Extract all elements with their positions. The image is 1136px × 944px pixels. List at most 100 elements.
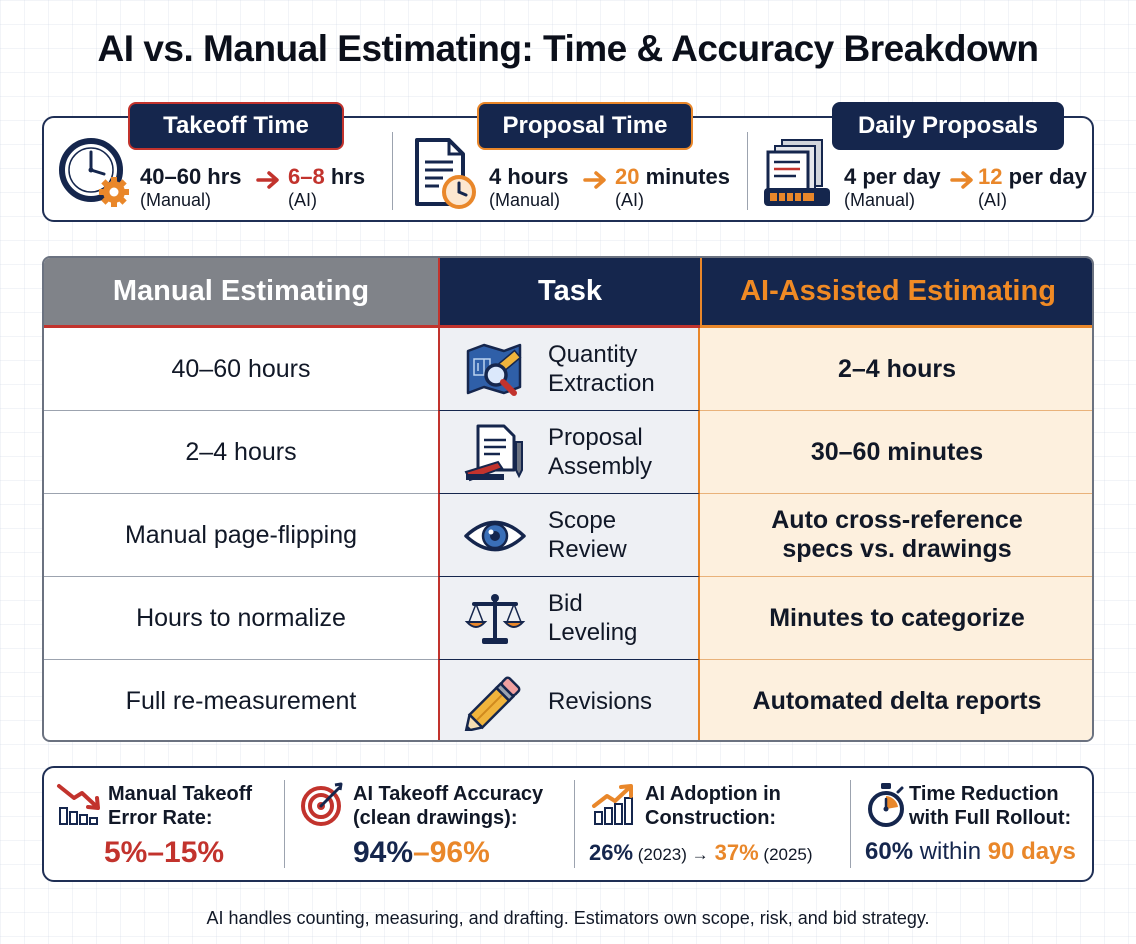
manual-cell: Full re-measurement: [125, 687, 357, 715]
blueprint-magnifier-icon: [466, 343, 522, 396]
task-label: Revisions: [548, 687, 652, 716]
task-label-line: Assembly: [548, 453, 653, 480]
manual-cell: Hours to normalize: [44, 577, 438, 660]
metric-divider: [392, 132, 393, 210]
task-cell: Proposal Assembly: [438, 411, 700, 494]
task-label-line: Leveling: [548, 619, 638, 646]
header-task: Task: [438, 258, 700, 328]
task-label-line: Review: [548, 536, 627, 563]
task-label-line: Proposal: [548, 424, 643, 451]
eye-icon: [464, 520, 526, 552]
stat-label: Time Reduction with Full Rollout:: [909, 782, 1071, 830]
metric-ai-note: (AI): [978, 190, 1007, 210]
table-header: Manual Estimating Task AI-Assisted Estim…: [44, 258, 1092, 328]
stat-value: 5%–15%: [104, 836, 225, 869]
stat-year-a: (2023): [633, 845, 692, 864]
metric-manual-value: 4 hours: [489, 164, 569, 189]
task-cell: Quantity Extraction: [438, 328, 700, 411]
arrow-right-icon: [256, 171, 279, 189]
metric-ai-number: 6–8: [288, 164, 325, 189]
metric-daily-proposals: Daily Proposals 4 per day (Manual) 12 pe…: [748, 102, 1092, 220]
ai-cell-line: Minutes to categorize: [769, 603, 1025, 632]
comparison-table: Manual Estimating Task AI-Assisted Estim…: [42, 256, 1094, 742]
metric-divider: [747, 132, 748, 210]
metric-ai-note: (AI): [288, 190, 317, 210]
stat-divider: [574, 780, 575, 868]
stat-label-line: Error Rate:: [108, 807, 213, 829]
stat-label-line: with Full Rollout:: [909, 807, 1072, 829]
metric-ai-number: 20: [615, 164, 640, 189]
stat-manual-error-rate: Manual Takeoff Error Rate: 5%–15%: [44, 768, 280, 880]
stat-ai-adoption: AI Adoption in Construction: 26% (2023) …: [575, 768, 847, 880]
metric-ai-unit: minutes: [639, 164, 730, 189]
page-title: AI vs. Manual Estimating: Time & Accurac…: [97, 28, 1039, 69]
ai-cell-line: 30–60 minutes: [810, 437, 984, 466]
stat-value-a: 60%: [865, 838, 914, 865]
stat-value-b: 37%: [714, 840, 759, 865]
stat-value: 94%–96%: [353, 836, 490, 870]
metric-ai-unit: per day: [1002, 164, 1087, 189]
metric-ai-value: 6–8 hrs: [288, 164, 365, 190]
stat-ai-accuracy: AI Takeoff Accuracy (clean drawings): 94…: [285, 768, 571, 880]
stat-year-b: (2025): [758, 845, 813, 864]
stats-panel: Manual Takeoff Error Rate: 5%–15% AI Tak…: [42, 766, 1094, 882]
ai-cell: Automated delta reports: [700, 660, 1092, 740]
task-label-line: Quantity: [548, 341, 638, 368]
stat-label: AI Adoption in Construction:: [645, 782, 781, 830]
task-label-line: Revisions: [548, 688, 653, 715]
metric-takeoff-time: Takeoff Time 40–60 hrs (Manual) 6–8 hrs …: [44, 102, 392, 220]
task-label-line: Extraction: [548, 370, 655, 397]
stopwatch-icon: [868, 783, 904, 827]
manual-cell: Manual page-flipping: [44, 494, 438, 577]
metric-ai-number: 12: [978, 164, 1003, 189]
stat-label: AI Takeoff Accuracy (clean drawings):: [353, 782, 543, 830]
ai-cell: 30–60 minutes: [700, 411, 1092, 494]
metric-ai-note: (AI): [615, 190, 644, 210]
target-icon: [301, 782, 343, 826]
stat-label-line: Manual Takeoff: [108, 783, 253, 805]
table-row: Manual page-flipping Scope Review Auto c…: [44, 494, 1092, 577]
task-cell: Scope Review: [438, 494, 700, 577]
stat-time-reduction: Time Reduction with Full Rollout: 60% wi…: [851, 768, 1092, 880]
stat-value-b: –96%: [413, 836, 490, 869]
printer-stack-icon: [764, 139, 830, 206]
manual-cell: 40–60 hours: [44, 328, 438, 411]
stat-divider: [284, 780, 285, 868]
arrow-right-icon: →: [691, 845, 709, 864]
metric-ai-value: 12 per day: [978, 164, 1087, 190]
clock-gear-icon: [59, 138, 129, 207]
task-cell: Revisions: [438, 660, 700, 740]
metric-manual-note: (Manual): [844, 190, 916, 210]
declining-chart-icon: [57, 784, 100, 825]
stat-label-line: AI Adoption in: [645, 783, 781, 805]
ai-cell-line: Automated delta reports: [752, 687, 1042, 715]
stat-value-a: 26%: [589, 840, 634, 865]
task-cell: Bid Leveling: [438, 577, 700, 660]
footer-note: AI handles counting, measuring, and draf…: [206, 908, 930, 928]
ai-cell-line: Auto cross-reference: [771, 506, 1023, 534]
stat-value-b: 90 days: [987, 838, 1076, 865]
metric-manual-value: 40–60 hrs: [140, 164, 242, 189]
ai-cell: 2–4 hours: [700, 328, 1092, 411]
arrow-right-icon: [583, 171, 606, 189]
rising-chart-icon: [592, 784, 633, 825]
task-label: Proposal Assembly: [548, 423, 652, 481]
stat-label: Manual Takeoff Error Rate:: [108, 782, 252, 830]
task-label: Scope Review: [548, 506, 627, 564]
task-label: Bid Leveling: [548, 589, 637, 647]
stat-divider: [850, 780, 851, 868]
task-label-line: Bid: [548, 590, 583, 617]
task-label: Quantity Extraction: [548, 340, 655, 398]
document-stapler-icon: [464, 424, 523, 482]
pencil-icon: [464, 676, 521, 731]
header-manual-estimating: Manual Estimating: [44, 258, 438, 328]
task-label-line: Scope: [548, 507, 617, 534]
header-ai-assisted-estimating: AI-Assisted Estimating: [700, 258, 1092, 328]
ai-cell: Auto cross-reference specs vs. drawings: [700, 494, 1092, 577]
ai-cell-line: 2–4 hours: [837, 354, 957, 383]
manual-cell: 2–4 hours: [44, 411, 438, 494]
table-row: 40–60 hours Quantity Extraction 2–4 hour…: [44, 328, 1092, 411]
table-row: Hours to normalize Bid Leveling Minu: [44, 577, 1092, 660]
metrics-panel: Takeoff Time 40–60 hrs (Manual) 6–8 hrs …: [42, 102, 1094, 222]
ai-cell-line: specs vs. drawings: [782, 535, 1012, 563]
